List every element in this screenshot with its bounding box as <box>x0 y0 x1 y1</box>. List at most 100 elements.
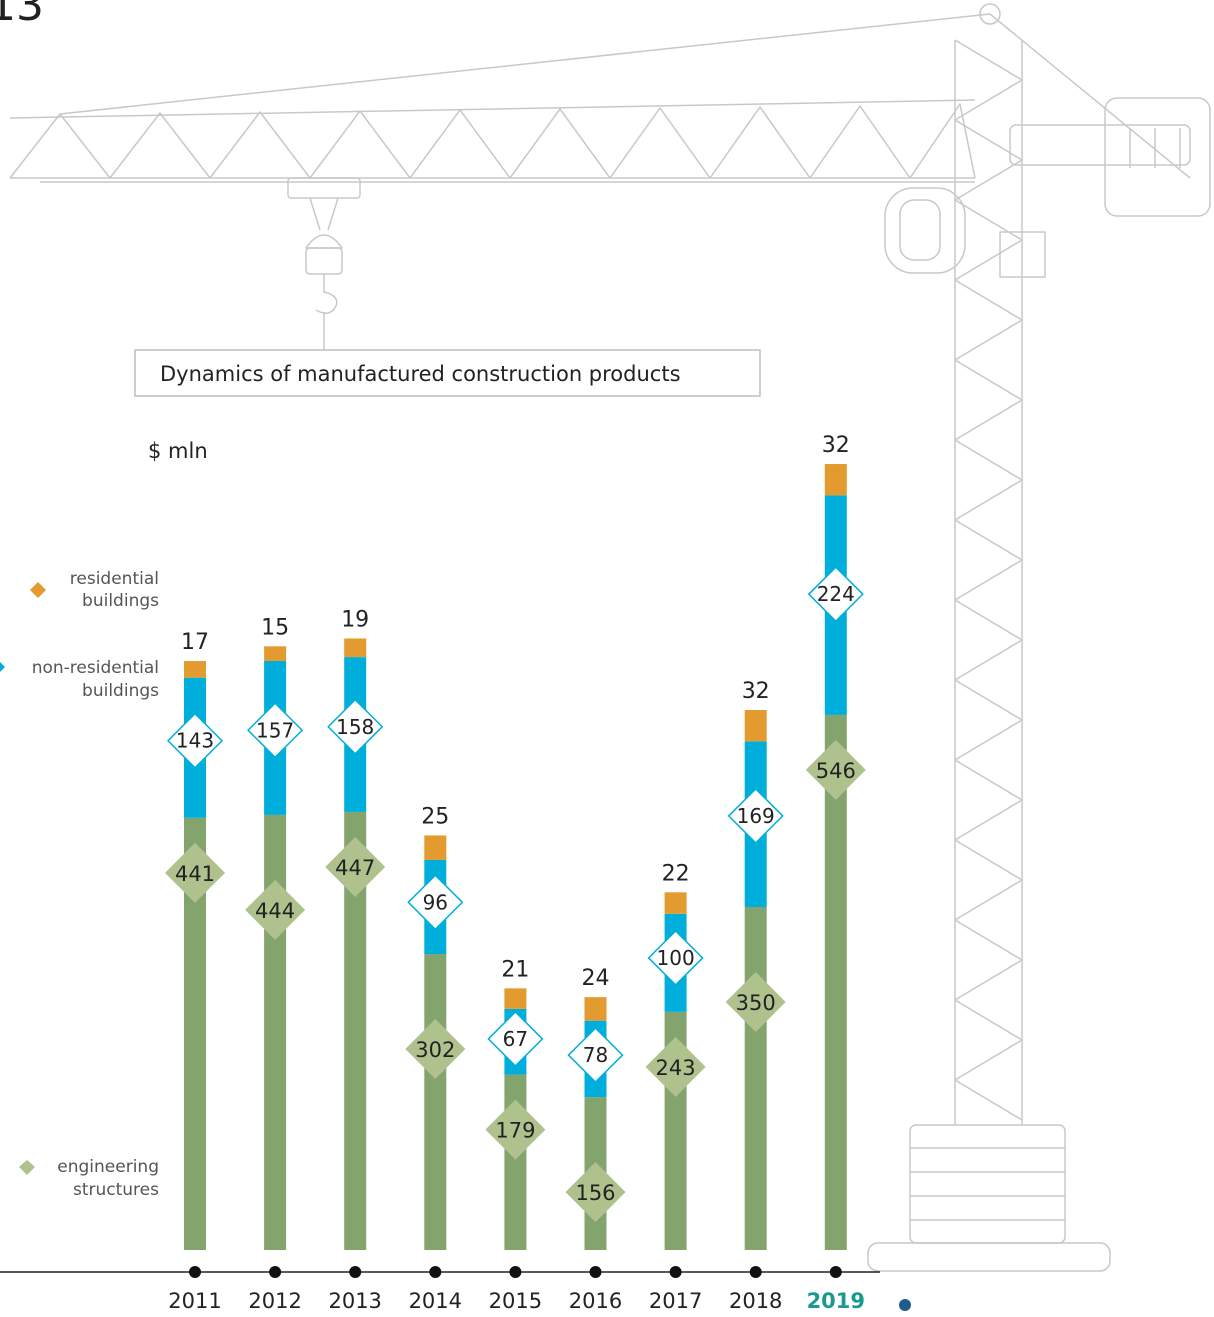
non-residential-label-diamond <box>327 698 384 755</box>
bar-residential <box>184 661 206 678</box>
data-label-non-residential: 67 <box>503 1027 528 1051</box>
unit-label: $ mln <box>148 439 208 463</box>
data-label-engineering: 447 <box>335 856 375 880</box>
legend-engineering-line2: structures <box>73 1180 159 1200</box>
bar-residential <box>824 464 847 496</box>
x-tick-label: 2016 <box>569 1289 622 1313</box>
legend-non-residential: non-residential buildings <box>0 658 159 701</box>
data-label-non-residential: 157 <box>256 718 294 742</box>
data-label-engineering: 302 <box>415 1038 455 1062</box>
bar-engineering <box>184 817 206 1250</box>
data-label-non-residential: 100 <box>657 946 695 970</box>
non-residential-label-diamond <box>647 929 704 987</box>
x-tick-dot <box>429 1266 442 1278</box>
residential-diamond-icon <box>30 582 46 598</box>
legend-engineering: engineering structures <box>19 1157 159 1200</box>
data-label-non-residential: 96 <box>423 890 448 914</box>
bar-residential <box>664 892 687 914</box>
data-label-engineering: 156 <box>575 1181 615 1205</box>
non-residential-label-diamond <box>567 1027 624 1084</box>
x-tick-dot <box>829 1266 842 1278</box>
legend-residential-line2: buildings <box>82 591 159 611</box>
engineering-diamond-icon <box>19 1160 35 1175</box>
data-label-residential: 19 <box>341 607 369 632</box>
data-label-residential: 32 <box>742 679 770 704</box>
x-tick-dot <box>189 1266 201 1278</box>
non-residential-label-diamond <box>487 1010 544 1067</box>
x-tick-dot <box>349 1266 362 1278</box>
bar-residential <box>344 638 367 658</box>
data-label-non-residential: 224 <box>817 582 855 606</box>
x-tick-dot <box>589 1266 602 1278</box>
x-tick-label: 2018 <box>729 1289 782 1313</box>
x-tick-label: 2019 <box>807 1289 865 1313</box>
engineering-label-diamond <box>165 842 225 903</box>
x-tick-dot <box>269 1266 282 1278</box>
data-label-residential: 32 <box>822 433 850 458</box>
data-label-residential: 24 <box>582 966 610 991</box>
engineering-label-diamond <box>245 879 306 940</box>
chart-title: Dynamics of manufactured construction pr… <box>160 362 681 386</box>
legend-residential-line1: residential <box>70 569 159 589</box>
engineering-label-diamond <box>805 739 866 800</box>
engineering-label-diamond <box>405 1019 466 1080</box>
bar-residential <box>264 646 287 662</box>
data-label-engineering: 444 <box>255 899 295 923</box>
non-residential-label-diamond <box>407 874 464 931</box>
data-label-residential: 21 <box>501 957 529 982</box>
data-labels-layer: 441 143 17 444 157 15 447 158 19 302 96 25 179 67 21 15… <box>165 433 866 1223</box>
engineering-label-diamond <box>725 972 786 1032</box>
data-label-engineering: 179 <box>495 1119 535 1143</box>
bar-residential <box>744 710 767 742</box>
legend-non-residential-line1: non-residential <box>32 658 159 678</box>
data-label-engineering: 441 <box>175 862 215 886</box>
bar-engineering <box>424 954 447 1250</box>
x-tick-dot <box>749 1266 762 1278</box>
data-label-engineering: 350 <box>736 991 776 1015</box>
x-tick-dot <box>669 1266 682 1278</box>
engineering-label-diamond <box>325 836 386 897</box>
data-label-residential: 25 <box>421 804 449 829</box>
axis-end-dot <box>899 1299 911 1311</box>
non-residential-label-diamond <box>727 787 784 844</box>
data-label-residential: 17 <box>181 630 209 655</box>
data-label-non-residential: 143 <box>176 729 214 753</box>
x-axis-ticks: 2011 2012 2013 2014 2015 2016 2017 2018 2019 <box>168 1266 865 1313</box>
bar-residential <box>584 997 607 1021</box>
data-label-non-residential: 169 <box>737 804 775 828</box>
bar-engineering <box>824 714 847 1250</box>
x-tick-label: 2014 <box>409 1289 462 1313</box>
data-label-engineering: 546 <box>816 759 856 783</box>
data-label-residential: 22 <box>662 861 690 886</box>
legend: residential buildings non-residential bu… <box>0 569 159 1200</box>
x-tick-label: 2012 <box>248 1289 301 1313</box>
non-residential-label-diamond <box>247 702 304 759</box>
bar-engineering <box>744 907 767 1250</box>
non-residential-label-diamond <box>807 566 864 623</box>
non-residential-label-diamond <box>166 712 224 769</box>
crane-illustration <box>9 3 1211 1272</box>
title-box <box>134 349 761 397</box>
x-tick-label: 2015 <box>489 1289 542 1313</box>
x-tick-label: 2013 <box>328 1289 381 1313</box>
data-label-engineering: 243 <box>656 1056 696 1080</box>
bar-residential <box>504 988 527 1009</box>
legend-residential: residential buildings <box>30 569 159 611</box>
legend-non-residential-line2: buildings <box>82 681 159 701</box>
x-tick-dot <box>509 1266 522 1278</box>
data-label-non-residential: 158 <box>336 715 374 739</box>
non-residential-diamond-icon <box>0 662 5 672</box>
bar-engineering <box>344 811 367 1250</box>
x-tick-label: 2011 <box>168 1289 221 1313</box>
engineering-label-diamond <box>565 1162 626 1223</box>
data-label-non-residential: 78 <box>583 1043 608 1067</box>
x-tick-label: 2017 <box>649 1289 702 1313</box>
legend-engineering-line1: engineering <box>57 1157 159 1177</box>
engineering-label-diamond <box>645 1036 706 1097</box>
bar-residential <box>424 835 447 860</box>
engineering-label-diamond <box>485 1099 546 1160</box>
data-label-residential: 15 <box>261 615 289 640</box>
page-marker: 13 <box>0 0 44 31</box>
